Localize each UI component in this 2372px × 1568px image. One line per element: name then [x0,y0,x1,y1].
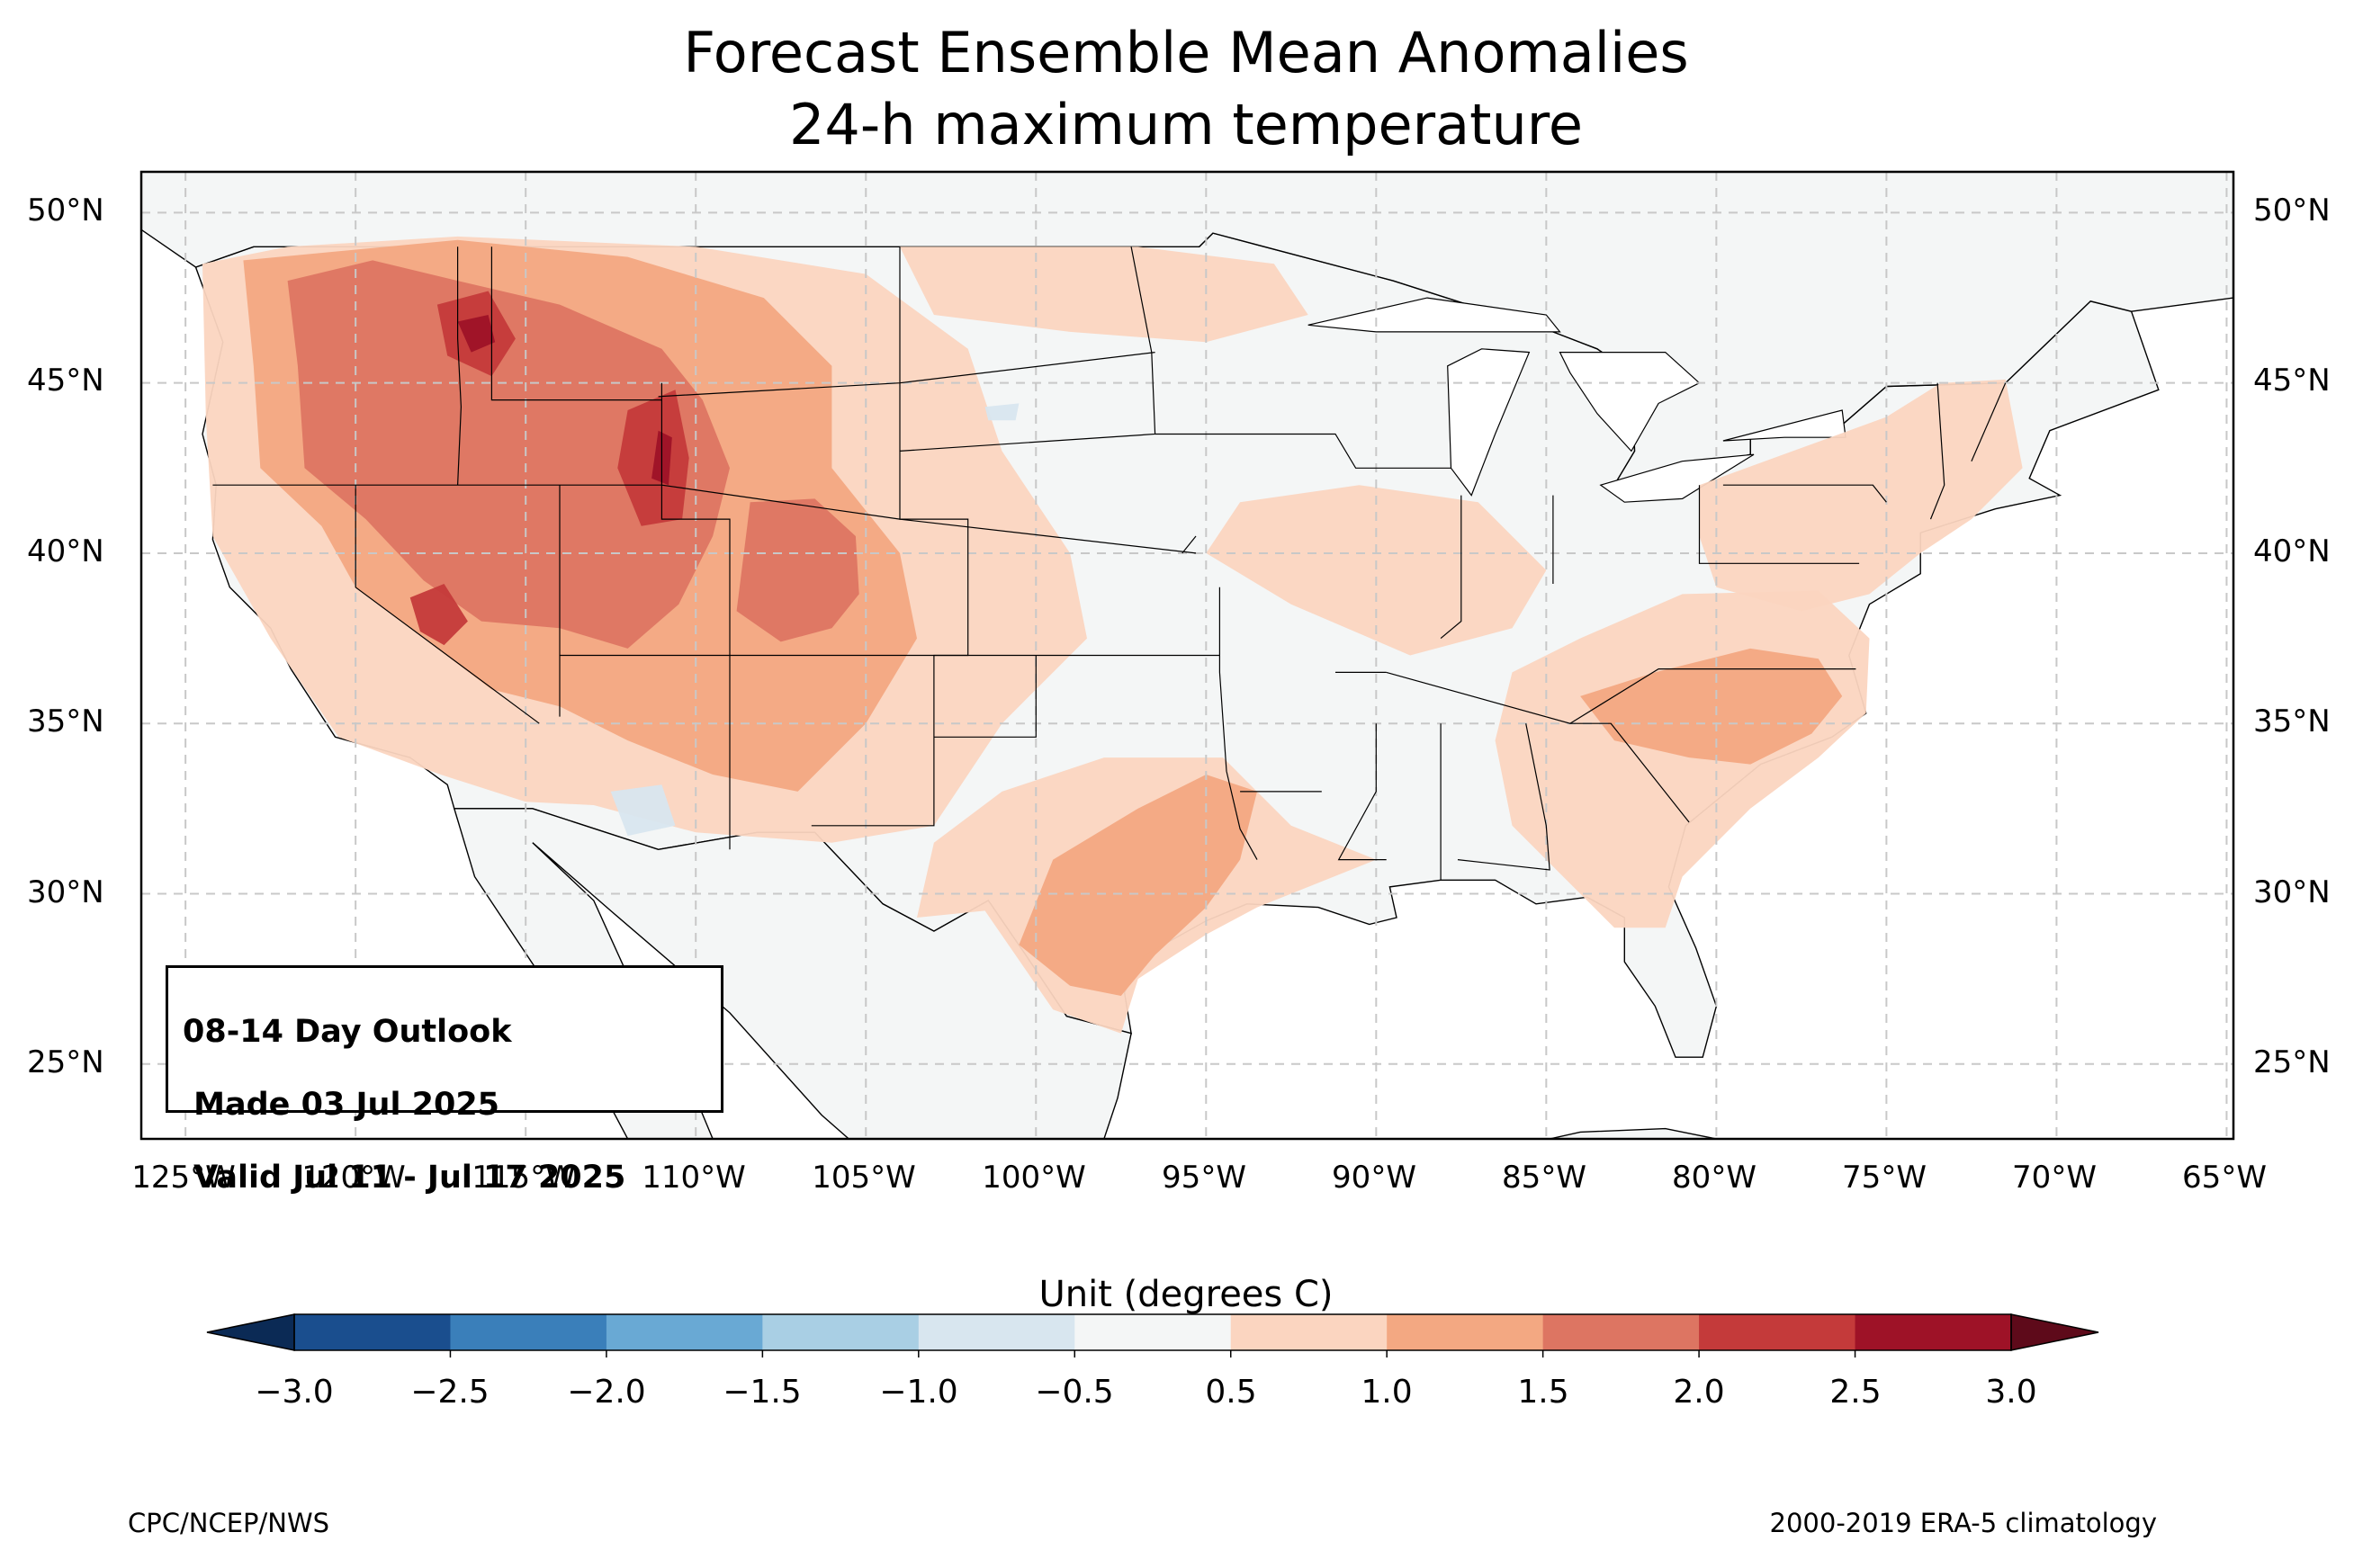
state-border [1337,723,1387,861]
cuba-land [1549,1127,1717,1139]
state-border [1440,495,1462,640]
lon-label-100: 100°W [982,1160,1086,1196]
anomaly-region [984,403,1020,421]
lat-label-left-40: 40°N [27,533,104,569]
lon-label-90: 90°W [1332,1160,1416,1196]
state-border [1722,484,1887,503]
state-border [457,246,463,486]
colorbar-tick: −0.5 [1035,1374,1114,1411]
title-line-1: Forecast Ensemble Mean Anomalies [683,20,1689,85]
state-border [212,484,1197,554]
lat-label-left-35: 35°N [27,703,104,739]
state-border [1182,535,1197,554]
lon-label-95: 95°W [1162,1160,1246,1196]
colorbar-swatch [1699,1314,1856,1350]
footer-source: CPC/NCEP/NWS [128,1508,330,1538]
colorbar-over-arrow [2010,1313,2099,1351]
colorbar-tick: −2.5 [410,1374,490,1411]
outlook-made-date: Made 03 Jul 2025 [183,1086,500,1123]
colorbar-tick: 1.5 [1517,1374,1569,1411]
lat-label-left-50: 50°N [27,193,104,228]
colorbar-tick: 1.0 [1361,1374,1413,1411]
lat-label-left-45: 45°N [27,363,104,399]
state-border [490,246,662,401]
colorbar-tick: −1.0 [879,1374,958,1411]
anomaly-region [457,315,496,353]
lat-label-right-35: 35°N [2253,703,2331,739]
lon-label-80: 80°W [1672,1160,1757,1196]
lat-label-right-45: 45°N [2253,363,2331,399]
anomaly-region [1019,775,1257,996]
lon-label-75: 75°W [1842,1160,1927,1196]
colorbar-under-arrow [206,1313,295,1351]
lat-label-left-30: 30°N [27,874,104,910]
colorbar-swatch [918,1314,1075,1350]
lat-label-right-40: 40°N [2253,533,2331,569]
state-border [1386,668,1856,724]
lon-label-125: 125°W [131,1160,236,1196]
anomaly-region [409,584,468,646]
colorbar-swatch [1074,1314,1232,1350]
state-border [1218,587,1258,860]
lon-label-65: 65°W [2182,1160,2267,1196]
canada-land [141,172,2233,487]
colorbar-tick: 3.0 [1985,1374,2037,1411]
state-border [1457,723,1550,871]
lat-label-right-50: 50°N [2253,193,2331,228]
colorbar-swatch [1855,1314,2012,1350]
outlook-info-box: 08-14 Day Outlook Made 03 Jul 2025 Valid… [166,965,723,1196]
colorbar-tick: −2.0 [567,1374,646,1411]
colorbar [206,1313,2099,1357]
state-border [899,246,1156,452]
colorbar-tick: −3.0 [255,1374,334,1411]
title-line-2: 24-h maximum temperature [788,92,1584,157]
state-border [660,382,731,850]
anomaly-region [617,390,689,526]
lon-label-70: 70°W [2012,1160,2097,1196]
lat-label-right-30: 30°N [2253,874,2331,910]
colorbar-tick: 2.5 [1829,1374,1882,1411]
colorbar-swatch [1387,1314,1544,1350]
state-border [1569,722,1690,823]
colorbar-swatch [762,1314,920,1350]
colorbar-swatch [450,1314,607,1350]
colorbar-tick: 2.0 [1673,1374,1725,1411]
state-border [1971,382,2007,461]
great-lake-0 [1307,297,1561,333]
lon-label-115: 115°W [472,1160,576,1196]
colorbar-swatch [1230,1314,1388,1350]
outlook-title: 08-14 Day Outlook [183,1013,512,1050]
state-border [1929,382,1945,520]
state-border [933,655,1037,738]
map-frame [139,170,2235,1141]
anomaly-region [287,260,730,649]
anomaly-region [610,784,676,837]
lat-label-right-25: 25°N [2253,1044,2331,1080]
colorbar-swatch [606,1314,763,1350]
lon-label-85: 85°W [1502,1160,1586,1196]
colorbar-swatch [1542,1314,1700,1350]
state-borders [212,246,2007,881]
anomaly-region [1580,648,1843,765]
state-border [355,485,540,724]
footer-climatology: 2000-2019 ERA-5 climatology [1769,1508,2157,1538]
state-border [1155,433,1451,469]
colorbar-tick: −1.5 [723,1374,802,1411]
state-border [1698,485,1860,564]
lon-label-105: 105°W [812,1160,916,1196]
outlook-valid-range: Valid Jul 11 - Jul 17 2025 [183,1159,626,1196]
colorbar-tick: 0.5 [1205,1374,1257,1411]
lon-label-110: 110°W [642,1160,746,1196]
colorbar-label: Unit (degrees C) [1038,1274,1334,1315]
great-lake-2 [1559,352,1701,452]
lat-label-left-25: 25°N [27,1044,104,1080]
anomaly-region [736,498,859,642]
colorbar-swatch [294,1314,451,1350]
colorbar-outline [293,1313,2012,1351]
lon-label-120: 120°W [301,1160,406,1196]
